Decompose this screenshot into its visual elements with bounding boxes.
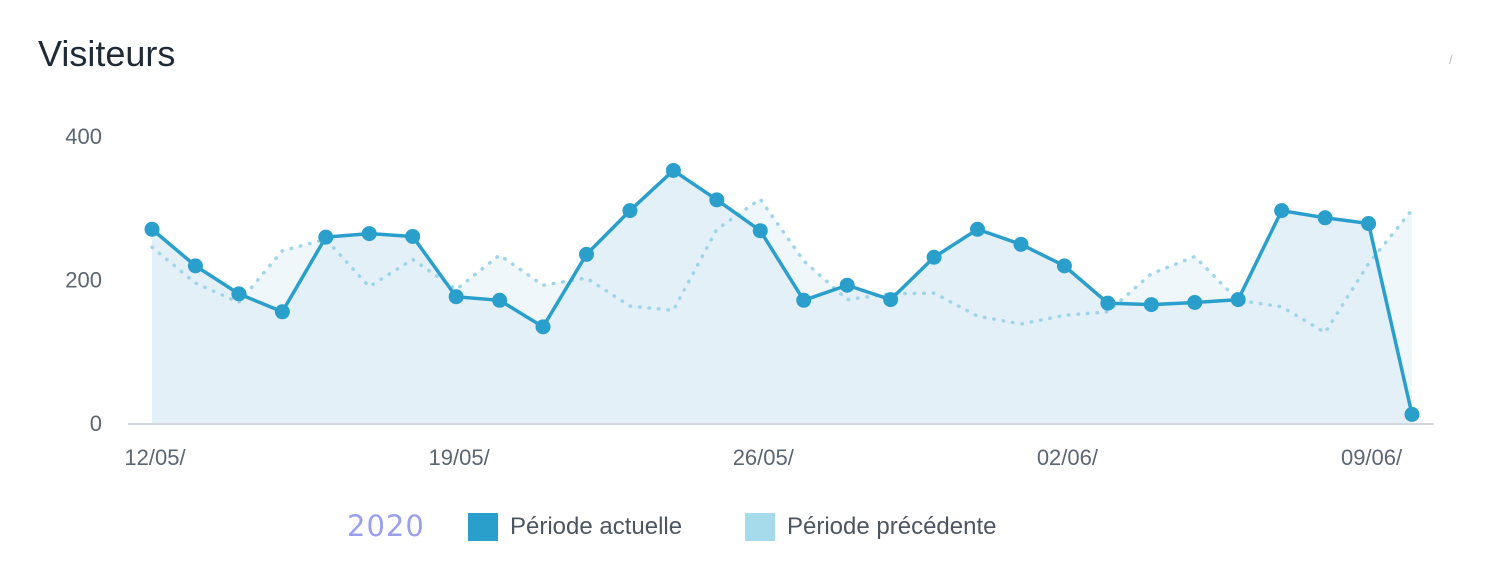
current-point[interactable] bbox=[839, 277, 855, 293]
legend-item-previous[interactable]: Période précédente bbox=[745, 513, 996, 541]
current-point[interactable] bbox=[187, 258, 203, 274]
current-point[interactable] bbox=[1013, 236, 1029, 252]
current-point[interactable] bbox=[1100, 295, 1116, 311]
current-point[interactable] bbox=[622, 203, 638, 219]
current-point[interactable] bbox=[752, 223, 768, 239]
current-point[interactable] bbox=[1143, 297, 1159, 313]
current-point[interactable] bbox=[1404, 406, 1420, 422]
x-tick-label: 02/06/ bbox=[1037, 445, 1099, 470]
legend-label-previous: Période précédente bbox=[787, 513, 997, 540]
current-point[interactable] bbox=[231, 286, 247, 302]
current-point[interactable] bbox=[1056, 258, 1072, 274]
legend-swatch-previous bbox=[745, 513, 775, 541]
legend-year: 2020 bbox=[347, 509, 425, 543]
corner-mark: / bbox=[1449, 52, 1453, 67]
current-period-series bbox=[144, 162, 1420, 422]
current-point[interactable] bbox=[883, 292, 899, 308]
current-point[interactable] bbox=[448, 289, 464, 305]
current-point[interactable] bbox=[926, 249, 942, 265]
chart-title: Visiteurs bbox=[38, 33, 176, 74]
current-point[interactable] bbox=[274, 304, 290, 320]
current-point[interactable] bbox=[1317, 210, 1333, 226]
x-tick-label: 26/05/ bbox=[733, 445, 795, 470]
current-area bbox=[152, 170, 1412, 423]
current-point[interactable] bbox=[535, 319, 551, 335]
legend-label-current: Période actuelle bbox=[510, 513, 683, 540]
current-point[interactable] bbox=[361, 226, 377, 242]
x-tick-label: 12/05/ bbox=[124, 445, 186, 470]
current-point[interactable] bbox=[1230, 292, 1246, 308]
current-point[interactable] bbox=[405, 228, 421, 244]
y-tick-label: 200 bbox=[65, 268, 102, 293]
current-point[interactable] bbox=[796, 292, 812, 308]
line-chart: 0 200 400 12/05/19/05/26/05/02/06/09/06/ bbox=[65, 124, 1434, 470]
y-axis-ticks: 0 200 400 bbox=[65, 124, 102, 436]
y-tick-label: 400 bbox=[65, 124, 102, 149]
current-point[interactable] bbox=[144, 221, 160, 237]
x-tick-label: 19/05/ bbox=[429, 445, 491, 470]
current-point[interactable] bbox=[709, 192, 725, 208]
legend: 2020 Période actuelle Période précédente bbox=[0, 509, 1498, 549]
legend-swatch-current bbox=[468, 513, 498, 541]
current-point[interactable] bbox=[1187, 294, 1203, 310]
current-point[interactable] bbox=[1361, 216, 1377, 232]
current-point[interactable] bbox=[970, 221, 986, 237]
current-point[interactable] bbox=[665, 162, 681, 178]
current-point[interactable] bbox=[1274, 203, 1290, 219]
current-point[interactable] bbox=[492, 292, 508, 308]
x-tick-label: 09/06/ bbox=[1341, 445, 1403, 470]
x-axis-ticks: 12/05/19/05/26/05/02/06/09/06/ bbox=[124, 445, 1403, 470]
current-point[interactable] bbox=[578, 246, 594, 262]
area-fills bbox=[152, 170, 1412, 423]
legend-item-current[interactable]: Période actuelle bbox=[468, 513, 682, 541]
y-tick-label: 0 bbox=[90, 411, 102, 436]
current-point[interactable] bbox=[318, 229, 334, 245]
